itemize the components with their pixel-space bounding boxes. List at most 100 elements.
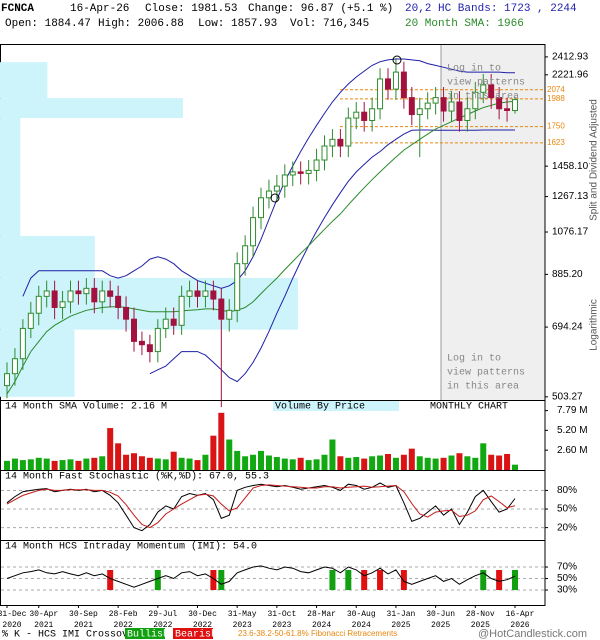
login-note: Log in to (447, 353, 501, 365)
volume-bar (321, 454, 328, 470)
candle-body (115, 295, 122, 308)
candle-body (250, 217, 257, 247)
volume-bar (265, 455, 272, 470)
x-tick-label-line: 31-Dec (0, 610, 27, 619)
candle-body (154, 327, 161, 353)
x-tick-label-line: 31-Jan (387, 610, 416, 619)
candle-body (297, 171, 304, 174)
volume-bar (361, 458, 368, 470)
volume-bar (496, 455, 503, 470)
panel-title: 14 Month Fast Stochastic (%K,%D): 67.0, … (5, 471, 269, 483)
candle-body (432, 97, 439, 104)
fib-note: 23.6-38.2-50-61.8% Fibonacci Retracement… (238, 629, 397, 638)
annotation: MONTHLY CHART (430, 402, 508, 413)
candle-body (321, 145, 328, 161)
x-tick-label-line: 16-Apr (506, 610, 535, 619)
x-tick-label-line: 2021 (34, 621, 53, 630)
volume-bar (123, 454, 130, 470)
symbol: FCNCA (1, 3, 34, 15)
close: Close: 1981.53 (145, 3, 237, 15)
candle-body (146, 344, 153, 353)
crossover-signal (329, 570, 336, 590)
swing-high-marker (392, 55, 402, 65)
volume-bar (202, 454, 209, 470)
volume-by-price-bar (0, 277, 298, 330)
x-tick-label-line: 31-Oct (267, 610, 296, 619)
volume-bar (289, 459, 296, 470)
x-tick-label-line: 2024 (352, 621, 371, 630)
candle-body (43, 290, 50, 297)
volume-by-price-bar (0, 118, 21, 236)
annotation-bg (273, 401, 399, 411)
x-tick-label-line: 2024 (312, 621, 331, 630)
volume-bar (51, 460, 58, 470)
candle-body (75, 290, 82, 295)
volume-bar (4, 460, 10, 470)
y-tick-label: 1458.10 (552, 161, 589, 172)
x-tick-label-line: 2023 (272, 621, 291, 630)
x-tick-label: 31-Dec 2020 (0, 610, 27, 630)
volume-bar (226, 439, 233, 470)
y-tick-label: 2.60 M (557, 445, 588, 456)
volume-bar (305, 460, 312, 470)
volume-bar (162, 459, 169, 470)
x-tick-label-line: 2022 (114, 621, 133, 630)
y-tick-label: 5.20 M (557, 425, 588, 436)
candle-body (99, 290, 106, 303)
candle-body (281, 174, 288, 187)
candle-body (194, 290, 201, 297)
volume-bar (19, 460, 26, 470)
volume-bar (234, 450, 241, 470)
bullish-key (125, 628, 165, 639)
candle-body (329, 138, 336, 147)
candle-body (11, 358, 18, 375)
x-tick-label-line: 30-Dec (188, 610, 217, 619)
x-tick-label-line: 30-Sep (69, 610, 98, 619)
x-tick-label-line: 2020 (2, 621, 21, 630)
y-tick-label: 2221.96 (552, 69, 589, 80)
series-line (149, 129, 515, 383)
candle-body (202, 290, 209, 297)
volume-bar (400, 454, 407, 470)
x-tick-label: 16-Apr 2026 (506, 610, 535, 630)
crossover-signal (210, 570, 217, 590)
date: 16-Apr-26 (70, 3, 129, 15)
candle-body (27, 312, 34, 329)
volume-bar (377, 455, 384, 470)
y-tick-label: 70% (557, 562, 577, 573)
swing-low-marker (270, 193, 280, 203)
candle-body (162, 318, 169, 329)
y-tick-label: 80% (557, 485, 577, 496)
y-tick-label: 30% (557, 585, 577, 596)
series-line (22, 58, 515, 297)
x-tick-label-line: 2022 (153, 621, 172, 630)
volume-bar (194, 460, 201, 470)
candle-body (234, 263, 241, 311)
candle-body (19, 327, 26, 360)
volume-bar (345, 457, 352, 470)
candle-body (353, 111, 360, 119)
x-tick-label-line: 30-Jun (426, 610, 455, 619)
x-tick-label: 28-Mar 2024 (307, 610, 336, 630)
x-tick-label-line: 2025 (391, 621, 410, 630)
candle-body (512, 99, 518, 112)
panel-title: 14 Month HCS Intraday Momentum (IMI): 54… (5, 541, 257, 553)
x-tick-label-line: 30-Aug (347, 610, 376, 619)
y-tick-label: 7.79 M (557, 405, 588, 416)
fib-label: 2074 (547, 85, 565, 94)
y-tick-label: 2412.93 (552, 52, 589, 63)
x-tick-label: 30-Dec 2022 (188, 610, 217, 630)
candle-body (392, 71, 399, 90)
volume-bar (392, 457, 399, 470)
volume-bar (131, 453, 137, 470)
volume-bar (107, 428, 114, 470)
x-tick-label: 28-Feb 2022 (109, 610, 138, 630)
x-tick-label-line: 2022 (193, 621, 212, 630)
x-tick-label: 29-Jul 2022 (148, 610, 177, 630)
candle-body (472, 91, 479, 110)
candle-body (377, 78, 384, 110)
series-line (6, 565, 516, 588)
candle-body (408, 97, 415, 116)
bearish-key (173, 628, 213, 639)
candle-body (226, 309, 233, 320)
